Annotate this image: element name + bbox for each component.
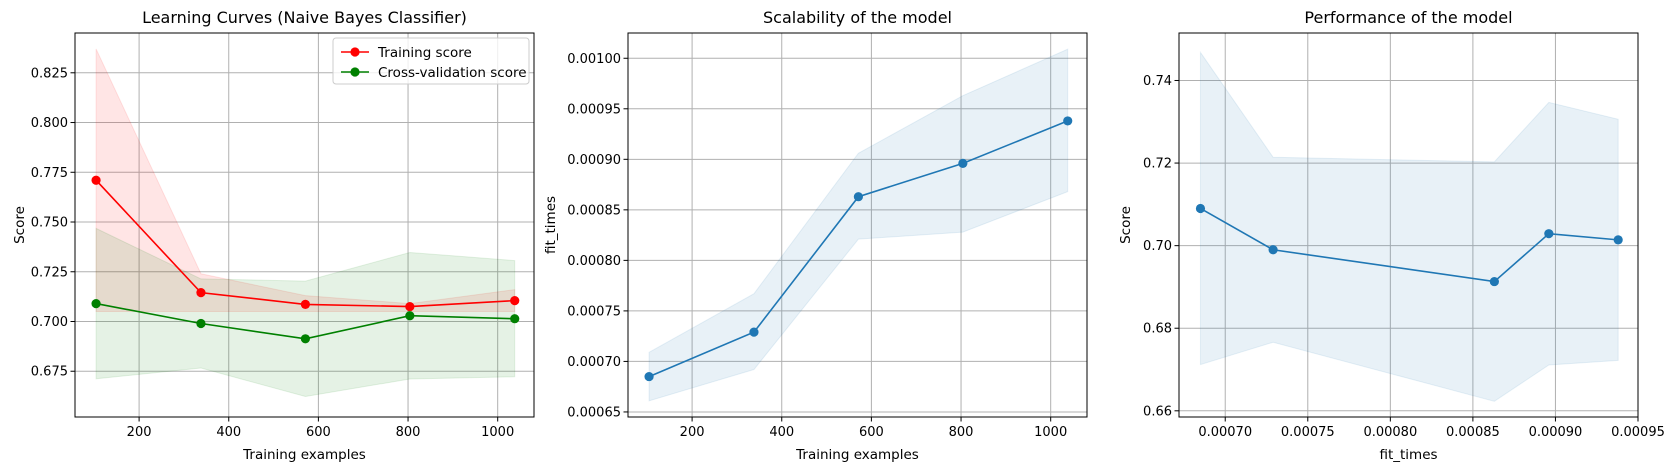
- chart-title: Learning Curves (Naive Bayes Classifier): [142, 8, 467, 27]
- x-tick-label: 400: [769, 425, 794, 440]
- x-tick-label: 1000: [481, 425, 514, 440]
- y-axis-label: Score: [1118, 206, 1134, 244]
- legend-label: Cross-validation score: [378, 65, 527, 81]
- axes-frame: [1178, 32, 1639, 418]
- data-point: [853, 192, 863, 202]
- data-point: [196, 318, 206, 329]
- y-tick-label: 0.70: [1143, 239, 1172, 254]
- y-tick-label: 0.00070: [567, 355, 621, 370]
- y-tick-label: 0.00090: [567, 153, 621, 168]
- data-point: [749, 327, 759, 337]
- y-tick-label: 0.00075: [567, 304, 621, 319]
- x-tick-label: 600: [859, 425, 884, 440]
- data-point: [644, 371, 654, 382]
- y-tick-label: 0.775: [31, 166, 68, 181]
- data-point: [1063, 116, 1073, 126]
- data-point: [1613, 235, 1623, 245]
- confidence-band: [1199, 50, 1619, 402]
- x-axis-label: Training examples: [242, 447, 366, 463]
- plot-area: [75, 33, 534, 417]
- y-axis-label: fit_times: [543, 196, 559, 254]
- axes-frame: [627, 32, 1088, 418]
- x-tick-label: 800: [396, 425, 421, 440]
- data-point: [510, 314, 520, 324]
- chart-title: Scalability of the model: [763, 8, 952, 27]
- x-axis-label: Training examples: [795, 447, 919, 463]
- plot-area: [1179, 33, 1638, 417]
- y-tick-label: 0.00095: [567, 102, 621, 117]
- y-tick-label: 0.68: [1143, 322, 1172, 337]
- confidence-band: [648, 48, 1069, 402]
- legend-box: [332, 37, 530, 85]
- y-tick-label: 0.00100: [567, 52, 621, 67]
- x-tick-label: 1000: [1034, 425, 1067, 440]
- data-point: [91, 175, 101, 185]
- chart-panel-3: 0.00070 0.00075 0.00080 0.00085 0.00090 0.000…: [1118, 8, 1665, 463]
- axes-frame: [74, 32, 535, 418]
- x-tick-label: 800: [949, 425, 974, 440]
- data-point: [1195, 203, 1206, 214]
- x-tick-label: 200: [680, 425, 705, 440]
- y-axis-label: Score: [12, 206, 28, 244]
- y-tick-label: 0.72: [1143, 157, 1172, 172]
- chart-panel-2: 200 400 600 800 1000 0.00065 0.00070 0.00075 0.0…: [543, 8, 1088, 463]
- data-point: [1489, 276, 1499, 287]
- data-point: [300, 334, 310, 344]
- x-tick-label: 0.00070: [1198, 425, 1252, 440]
- x-tick-label: 0.00095: [1611, 425, 1665, 440]
- y-tick-label: 0.74: [1143, 74, 1172, 89]
- data-point: [91, 298, 101, 309]
- y-tick-label: 0.675: [31, 365, 68, 380]
- x-tick-label: 0.00090: [1529, 425, 1583, 440]
- y-tick-label: 0.66: [1143, 404, 1172, 419]
- legend-swatch-marker: [350, 67, 360, 77]
- x-tick-label: 0.00075: [1281, 425, 1335, 440]
- legend-swatch-marker: [350, 47, 360, 57]
- y-tick-label: 0.00065: [567, 405, 621, 420]
- y-tick-label: 0.800: [31, 116, 68, 131]
- data-point: [1544, 229, 1554, 239]
- x-tick-label: 0.00085: [1446, 425, 1500, 440]
- x-axis-label: fit_times: [1379, 447, 1437, 463]
- y-tick-label: 0.700: [31, 315, 68, 330]
- data-point: [958, 158, 968, 168]
- y-tick-label: 0.00080: [567, 254, 621, 269]
- x-tick-label: 200: [127, 425, 152, 440]
- data-point: [405, 301, 415, 312]
- chart-title: Performance of the model: [1304, 8, 1512, 27]
- confidence-band: [95, 227, 516, 398]
- data-point: [300, 299, 310, 309]
- x-tick-label: 400: [216, 425, 241, 440]
- legend-label: Training score: [377, 45, 472, 61]
- y-tick-label: 0.750: [31, 216, 68, 231]
- x-tick-label: 600: [306, 425, 331, 440]
- data-point: [405, 311, 415, 321]
- x-tick-label: 0.00080: [1363, 425, 1417, 440]
- data-point: [196, 288, 206, 298]
- y-tick-label: 0.00085: [567, 203, 621, 218]
- legend: Training score Cross-validation score: [332, 37, 530, 85]
- y-tick-label: 0.825: [31, 66, 68, 81]
- chart-panel-1: 200 400 600 800 1000 0.675 0.700 0.725 0.750 0.77…: [12, 8, 535, 463]
- data-point: [1268, 245, 1278, 255]
- data-point: [510, 296, 520, 306]
- y-tick-label: 0.725: [31, 265, 68, 280]
- confidence-band: [95, 48, 516, 313]
